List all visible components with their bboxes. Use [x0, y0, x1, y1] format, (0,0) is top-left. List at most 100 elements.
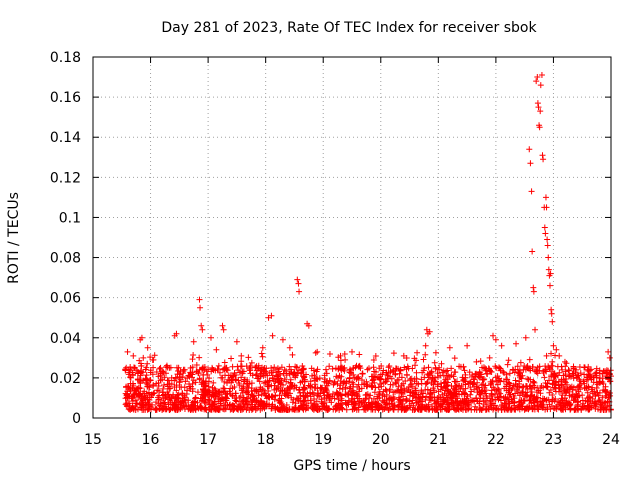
data-point — [182, 397, 189, 404]
y-tick-label: 0.14 — [50, 130, 81, 146]
data-point — [310, 367, 317, 374]
data-point — [474, 379, 481, 386]
data-point — [531, 379, 538, 386]
x-tick-label: 20 — [372, 432, 390, 448]
data-point — [138, 334, 145, 341]
data-point — [176, 378, 183, 385]
data-point — [562, 379, 569, 386]
data-point — [432, 378, 439, 385]
data-point — [519, 372, 526, 379]
data-point — [411, 406, 418, 413]
data-point — [356, 388, 363, 395]
data-point — [566, 372, 573, 379]
data-point — [529, 248, 536, 255]
data-point — [558, 382, 565, 389]
data-point — [241, 403, 248, 410]
data-point — [580, 403, 587, 410]
data-point — [533, 368, 540, 375]
data-point — [496, 364, 502, 371]
data-point — [254, 375, 261, 382]
data-point — [540, 156, 547, 163]
data-point — [407, 377, 414, 384]
data-point — [341, 350, 348, 357]
data-point — [420, 390, 427, 397]
data-point — [342, 400, 349, 407]
data-point — [209, 384, 216, 391]
data-point — [337, 352, 344, 359]
data-point — [392, 379, 399, 386]
data-point — [488, 391, 495, 398]
data-point — [248, 388, 255, 395]
data-point — [241, 377, 248, 384]
data-point — [296, 288, 303, 295]
data-point — [326, 350, 333, 357]
data-point — [150, 381, 157, 388]
data-point — [227, 385, 234, 392]
data-point — [303, 405, 310, 412]
data-point — [143, 372, 150, 379]
data-point — [491, 402, 498, 409]
data-point — [509, 385, 516, 392]
data-point — [233, 338, 240, 345]
data-point — [398, 388, 405, 395]
data-point — [366, 395, 373, 402]
y-tick-label: 0.16 — [50, 90, 81, 106]
data-point — [206, 397, 213, 404]
data-point — [535, 387, 542, 394]
data-point — [522, 382, 529, 389]
data-point — [598, 406, 605, 413]
data-point — [326, 363, 333, 370]
data-point — [548, 306, 555, 313]
data-point — [534, 364, 541, 371]
data-point — [276, 399, 283, 406]
data-point — [543, 204, 550, 211]
data-point — [550, 342, 557, 349]
data-point — [368, 383, 375, 390]
data-point — [607, 378, 614, 385]
data-point — [219, 366, 226, 373]
data-point — [167, 399, 174, 406]
data-point — [144, 360, 151, 367]
data-point — [376, 365, 383, 372]
data-point — [231, 405, 238, 412]
data-point — [427, 391, 434, 398]
data-point — [418, 376, 425, 383]
data-point — [259, 405, 266, 412]
data-point — [534, 100, 541, 107]
data-point — [546, 282, 553, 289]
data-point — [282, 390, 289, 397]
data-point — [537, 82, 544, 89]
data-point — [552, 385, 559, 392]
data-point — [513, 340, 520, 347]
data-point — [444, 387, 451, 394]
data-point — [313, 406, 320, 413]
data-point — [381, 393, 388, 400]
data-point — [252, 399, 259, 406]
data-point — [271, 364, 278, 371]
data-point — [243, 380, 250, 387]
data-point — [567, 406, 574, 413]
data-point — [220, 326, 227, 333]
data-point — [341, 367, 348, 374]
data-point — [551, 384, 558, 391]
data-point — [392, 365, 399, 372]
data-point — [365, 365, 372, 372]
data-point — [279, 336, 286, 343]
data-point — [406, 398, 413, 405]
data-point — [268, 405, 275, 412]
data-point — [431, 377, 438, 384]
data-point — [439, 391, 446, 398]
data-point — [245, 354, 252, 361]
data-point — [123, 394, 130, 401]
data-points — [122, 72, 614, 413]
data-point — [138, 396, 145, 403]
data-point — [497, 390, 504, 397]
data-point — [149, 371, 156, 378]
data-point — [196, 354, 203, 361]
data-point — [507, 382, 514, 389]
data-point — [240, 394, 247, 401]
data-point — [287, 366, 294, 373]
data-point — [592, 400, 599, 407]
data-point — [166, 394, 173, 401]
data-point — [426, 370, 433, 377]
